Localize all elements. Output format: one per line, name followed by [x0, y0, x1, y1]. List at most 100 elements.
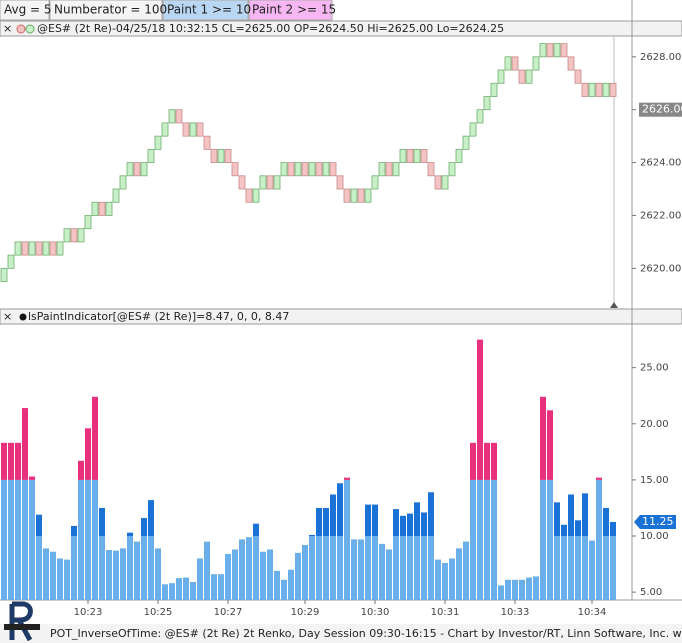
bar-paint-1	[253, 523, 259, 537]
renko-brick	[308, 162, 316, 177]
renko-brick	[161, 122, 169, 137]
bar-base	[155, 548, 161, 600]
x-tick-label: 10:31	[431, 607, 460, 618]
renko-brick	[287, 162, 295, 177]
bar-paint-2	[85, 428, 91, 480]
bar-paint-1	[407, 513, 413, 537]
bar-paint-1	[603, 507, 609, 537]
bar-paint-1	[365, 504, 371, 537]
bar-base	[141, 536, 147, 600]
renko-brick	[238, 175, 246, 190]
button[interactable]: Paint 2 >= 15	[252, 3, 336, 17]
bar-base	[400, 536, 406, 600]
button[interactable]: Avg = 5	[4, 3, 52, 17]
icon	[16, 24, 26, 34]
bar-paint-2	[344, 477, 350, 480]
bar-base	[337, 536, 343, 600]
renko-brick	[399, 148, 407, 163]
footer-bg	[0, 624, 682, 643]
bar-paint-2	[477, 339, 483, 480]
bar-base	[449, 558, 455, 600]
renko-brick	[168, 109, 176, 124]
renko-brick	[91, 201, 99, 216]
renko-brick	[224, 148, 232, 163]
bar-base	[533, 576, 539, 600]
bar-base	[316, 536, 322, 600]
bar-base	[519, 579, 525, 600]
renko-brick	[98, 201, 106, 216]
bar-base	[113, 550, 119, 600]
bar-base	[253, 536, 259, 600]
y-tick-label: 15.00	[640, 475, 669, 486]
icon	[25, 24, 35, 34]
renko-brick	[455, 148, 463, 163]
bar-base	[225, 553, 231, 600]
renko-brick	[315, 162, 323, 177]
renko-brick	[84, 215, 92, 230]
renko-brick	[490, 82, 498, 97]
bar-base	[92, 479, 98, 600]
bar-base	[232, 549, 238, 600]
bar-base	[176, 578, 182, 600]
bar-base	[169, 583, 175, 600]
button[interactable]: Numberator = 100	[54, 3, 167, 17]
renko-brick	[336, 175, 344, 190]
renko-brick	[210, 148, 218, 163]
close-icon[interactable]: ×	[3, 22, 12, 35]
bar-base	[85, 479, 91, 600]
bar-paint-2	[540, 396, 546, 480]
bar-paint-1	[372, 504, 378, 537]
renko-brick	[49, 241, 57, 256]
bar-base	[372, 536, 378, 600]
close-icon[interactable]: ×	[3, 310, 12, 323]
renko-brick	[28, 241, 36, 256]
pane-title: @ES# (2t Re)-04/25/18 10:32:15 CL=2625.0…	[37, 22, 504, 35]
bar-base	[197, 558, 203, 600]
bar-base	[428, 536, 434, 600]
logo	[4, 601, 40, 642]
renko-brick	[539, 43, 547, 58]
bar-base	[477, 479, 483, 600]
bar-paint-2	[8, 442, 14, 480]
button-bg[interactable]	[0, 0, 50, 21]
y-tick-label: 10.00	[640, 531, 669, 542]
renko-brick	[378, 162, 386, 177]
bar-base	[106, 550, 112, 600]
bar-base	[239, 539, 245, 600]
bar-paint-1	[148, 500, 154, 537]
renko-brick	[112, 188, 120, 203]
button[interactable]: Paint 1 >= 10	[167, 3, 251, 17]
bar-paint-1	[337, 483, 343, 537]
bar-base	[393, 536, 399, 600]
renko-brick	[546, 43, 554, 58]
renko-brick	[448, 162, 456, 177]
renko-brick	[567, 56, 575, 71]
pane-header	[0, 20, 682, 37]
button-bg[interactable]	[49, 0, 163, 21]
renko-brick	[294, 162, 302, 177]
y-tick-label: 2628.00	[640, 52, 681, 63]
renko-brick	[504, 56, 512, 71]
bar-base	[554, 536, 560, 600]
bar-base	[323, 536, 329, 600]
bar-base	[43, 548, 49, 600]
renko-brick	[70, 228, 78, 243]
renko-brick	[385, 162, 393, 177]
last-value-label: 2626.00	[642, 103, 682, 116]
renko-brick	[147, 148, 155, 163]
renko-brick	[483, 96, 491, 111]
button-bg[interactable]	[248, 0, 333, 21]
bar-paint-1	[127, 532, 133, 537]
bar-base	[134, 541, 140, 600]
renko-brick	[35, 241, 43, 256]
renko-brick	[518, 69, 526, 84]
renko-brick	[189, 122, 197, 137]
icon	[19, 313, 27, 321]
button-bg[interactable]	[162, 0, 249, 21]
renko-brick	[595, 82, 603, 97]
renko-brick	[497, 69, 505, 84]
bar-base	[127, 536, 133, 600]
bar-base	[302, 545, 308, 600]
bar-paint-2	[547, 410, 553, 480]
bar-base	[29, 479, 35, 600]
